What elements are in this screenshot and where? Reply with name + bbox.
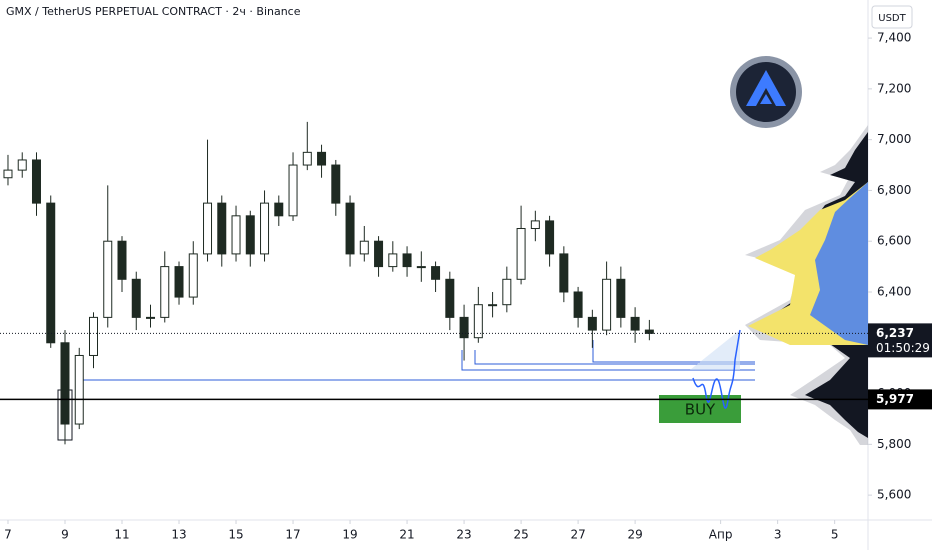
candle-body: [359, 240, 369, 255]
level-label: 5,977: [876, 392, 914, 406]
candle-body: [46, 202, 56, 344]
x-tick-label: 11: [114, 528, 129, 542]
volume-profile: [745, 125, 868, 445]
support-line: [461, 350, 755, 371]
x-tick-label: 7: [4, 528, 12, 542]
candle-body: [3, 169, 13, 179]
candle-body: [545, 220, 555, 255]
candle-body: [260, 202, 270, 255]
y-tick-label: 7,000: [877, 132, 911, 146]
candle-body: [131, 278, 141, 318]
x-tick-label: 19: [342, 528, 357, 542]
candle-body: [245, 215, 255, 255]
candle-body: [17, 159, 27, 171]
candle-body: [188, 253, 198, 298]
candle-body: [317, 151, 327, 166]
candle-body: [573, 291, 583, 318]
x-tick-label: Апр: [709, 528, 733, 542]
candle-body: [274, 202, 284, 217]
x-tick-label: 29: [627, 528, 642, 542]
y-tick-label: 6,600: [877, 234, 911, 248]
candle-body: [160, 266, 170, 318]
candle-body: [174, 266, 184, 298]
x-tick-label: 3: [774, 528, 782, 542]
last-price-label: 6,237: [876, 326, 914, 340]
candle-body: [530, 220, 540, 230]
x-tick-label: 21: [399, 528, 414, 542]
candle-body: [31, 159, 41, 204]
x-tick-label: 25: [513, 528, 528, 542]
candle-body: [60, 342, 70, 425]
currency-box: [871, 5, 913, 29]
chart-title: GMX / TetherUS PERPETUAL CONTRACT · 2ч ·…: [6, 5, 301, 18]
countdown: 01:50:29: [876, 341, 930, 355]
candle-body: [488, 304, 498, 307]
y-tick-label: 5,800: [877, 437, 911, 451]
candle-body: [217, 202, 227, 255]
x-tick-label: 5: [831, 528, 839, 542]
candle-body: [146, 316, 156, 319]
candle-body: [459, 316, 469, 339]
candle-body: [388, 253, 398, 268]
buy-label: BUY: [685, 401, 716, 419]
candle-body: [374, 240, 384, 268]
candle-body: [516, 228, 526, 280]
x-tick-label: 23: [456, 528, 471, 542]
candle-body: [74, 354, 84, 425]
x-tick-label: 27: [570, 528, 585, 542]
candle-body: [644, 329, 654, 334]
candle-body: [602, 278, 612, 331]
candle-body: [473, 304, 483, 339]
x-tick-label: 9: [61, 528, 69, 542]
candle-body: [445, 278, 455, 318]
candle-body: [402, 253, 412, 268]
candle-body: [587, 316, 597, 331]
candle-body: [502, 278, 512, 306]
support-line: [474, 350, 755, 365]
candle-body: [288, 164, 298, 217]
candle-body: [431, 266, 441, 280]
last-price-box: [868, 323, 932, 358]
candle-body: [331, 164, 341, 204]
candle-body: [302, 151, 312, 166]
candle-body: [416, 266, 426, 269]
x-tick-label: 13: [171, 528, 186, 542]
candle-body: [88, 316, 98, 356]
y-tick-label: 7,200: [877, 81, 911, 95]
projection-path: [692, 329, 741, 409]
candle-body: [345, 202, 355, 255]
candle-body: [117, 240, 127, 280]
projection: [690, 330, 740, 370]
x-tick-label: 17: [285, 528, 300, 542]
y-tick-label: 6,400: [877, 284, 911, 298]
logo: [730, 56, 802, 128]
x-tick-label: 15: [228, 528, 243, 542]
candle-body: [231, 215, 241, 255]
candle-body: [616, 278, 626, 318]
currency: USDT: [878, 13, 906, 24]
y-tick-label: 6,800: [877, 183, 911, 197]
y-tick-label: 7,400: [877, 31, 911, 45]
level-box: [868, 389, 932, 410]
y-tick-label: 5,600: [877, 488, 911, 502]
candle-body: [630, 316, 640, 331]
candle-body: [103, 240, 113, 318]
candle-body: [559, 253, 569, 293]
candle-body: [203, 202, 213, 255]
